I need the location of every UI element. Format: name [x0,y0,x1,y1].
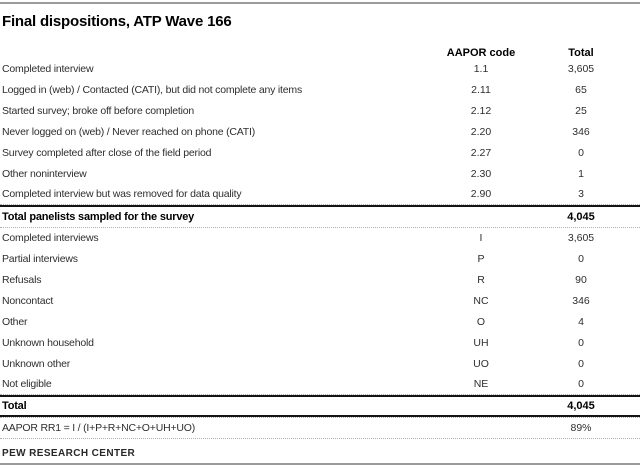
cell-total: 346 [572,126,590,139]
cell-total: 0 [578,377,584,390]
cell-code: UH [473,336,489,349]
cell-code: 1.1 [473,63,489,76]
table-rows: Completed interview 1.1 3,605 Logged in (we… [0,59,640,439]
table-row: Never logged on (web) / Never reached on… [0,122,640,143]
cell-total: 0 [578,336,584,349]
table-row: Other noninterview 2.30 1 [0,163,640,184]
table-row: Survey completed after close of the fiel… [0,143,640,164]
cell-total: 4,045 [567,210,595,223]
cell-label: Not eligible [2,377,52,390]
dispositions-table: AAPOR code Total Completed interview 1.1 3… [0,42,640,439]
cell-label: Unknown other [2,357,71,370]
cell-total: 4 [578,315,584,328]
table-row: Logged in (web) / Contacted (CATI), but … [0,80,640,101]
table-row: Unknown other UO 0 [0,353,640,374]
table-row: Completed interview but was removed for … [0,184,640,206]
cell-code: R [477,273,485,286]
cell-label: Never logged on (web) / Never reached on… [2,126,256,139]
cell-label: Survey completed after close of the fiel… [2,147,212,159]
cell-code: 2.20 [470,126,492,139]
cell-total: 89% [570,422,592,435]
cell-label: Other noninterview [2,167,87,180]
table-row: Started survey; broke off before complet… [0,101,640,122]
cell-total: 4,045 [567,400,595,413]
cell-label: Total panelists sampled for the survey [2,210,195,223]
cell-total: 25 [575,105,587,118]
cell-total: 90 [575,273,587,286]
cell-total: 0 [578,147,584,159]
cell-label: Unknown household [2,336,94,349]
cell-code: O [476,315,486,328]
cell-code: 2.30 [470,167,492,180]
cell-label: Refusals [2,273,42,286]
cell-total: 346 [572,294,590,307]
table-row: Not eligible NE 0 [0,374,640,395]
cell-code: P [477,253,485,266]
cell-label: Completed interview [2,63,94,76]
cell-code: 2.27 [470,147,492,159]
cell-label: Partial interviews [2,253,78,266]
cell-code: 2.90 [470,188,492,201]
response-rate-row: AAPOR RR1 = I / (I+P+R+NC+O+UH+UO) 89% [0,417,640,439]
cell-total: 3 [578,188,584,201]
cell-label: Noncontact [2,294,54,307]
cell-total: 3,605 [567,63,595,76]
page-title: Final dispositions, ATP Wave 166 [2,13,232,30]
cell-label: Logged in (web) / Contacted (CATI), but … [2,84,303,97]
table-row: Completed interviews I 3,605 [0,228,640,249]
table-row: Noncontact NC 346 [0,290,640,311]
table-row: Refusals R 90 [0,270,640,291]
cell-label: Completed interviews [2,232,99,245]
cell-total: 3,605 [567,232,595,245]
cell-code: 2.12 [470,105,492,118]
total-row: Total 4,045 [0,394,640,418]
cell-label: Completed interview but was removed for … [2,188,242,201]
table-row: Completed interview 1.1 3,605 [0,59,640,80]
cell-code: NE [473,377,489,390]
table-row: Partial interviews P 0 [0,249,640,270]
cell-label: Other [2,315,28,328]
cell-code: UO [473,357,489,370]
cell-code: NC [473,294,489,307]
cell-total: 0 [578,253,584,266]
table-row: Unknown household UH 0 [0,332,640,353]
bottom-rule [0,463,640,465]
source-attribution: PEW RESEARCH CENTER [2,447,136,459]
column-header-aapor-code: AAPOR code [446,47,516,59]
table-header-row: AAPOR code Total [0,42,640,59]
total-row: Total panelists sampled for the survey 4,… [0,205,640,228]
cell-total: 65 [575,84,587,97]
table-row: Other O 4 [0,311,640,332]
cell-total: 1 [578,167,584,180]
cell-label: Started survey; broke off before complet… [2,105,194,118]
cell-total: 0 [578,357,584,370]
column-header-total: Total [568,47,594,59]
cell-code: I [479,232,483,245]
cell-label: AAPOR RR1 = I / (I+P+R+NC+O+UH+UO) [2,422,196,435]
cell-code: 2.11 [471,84,491,97]
cell-label: Total [2,400,27,413]
top-rule [0,2,640,4]
